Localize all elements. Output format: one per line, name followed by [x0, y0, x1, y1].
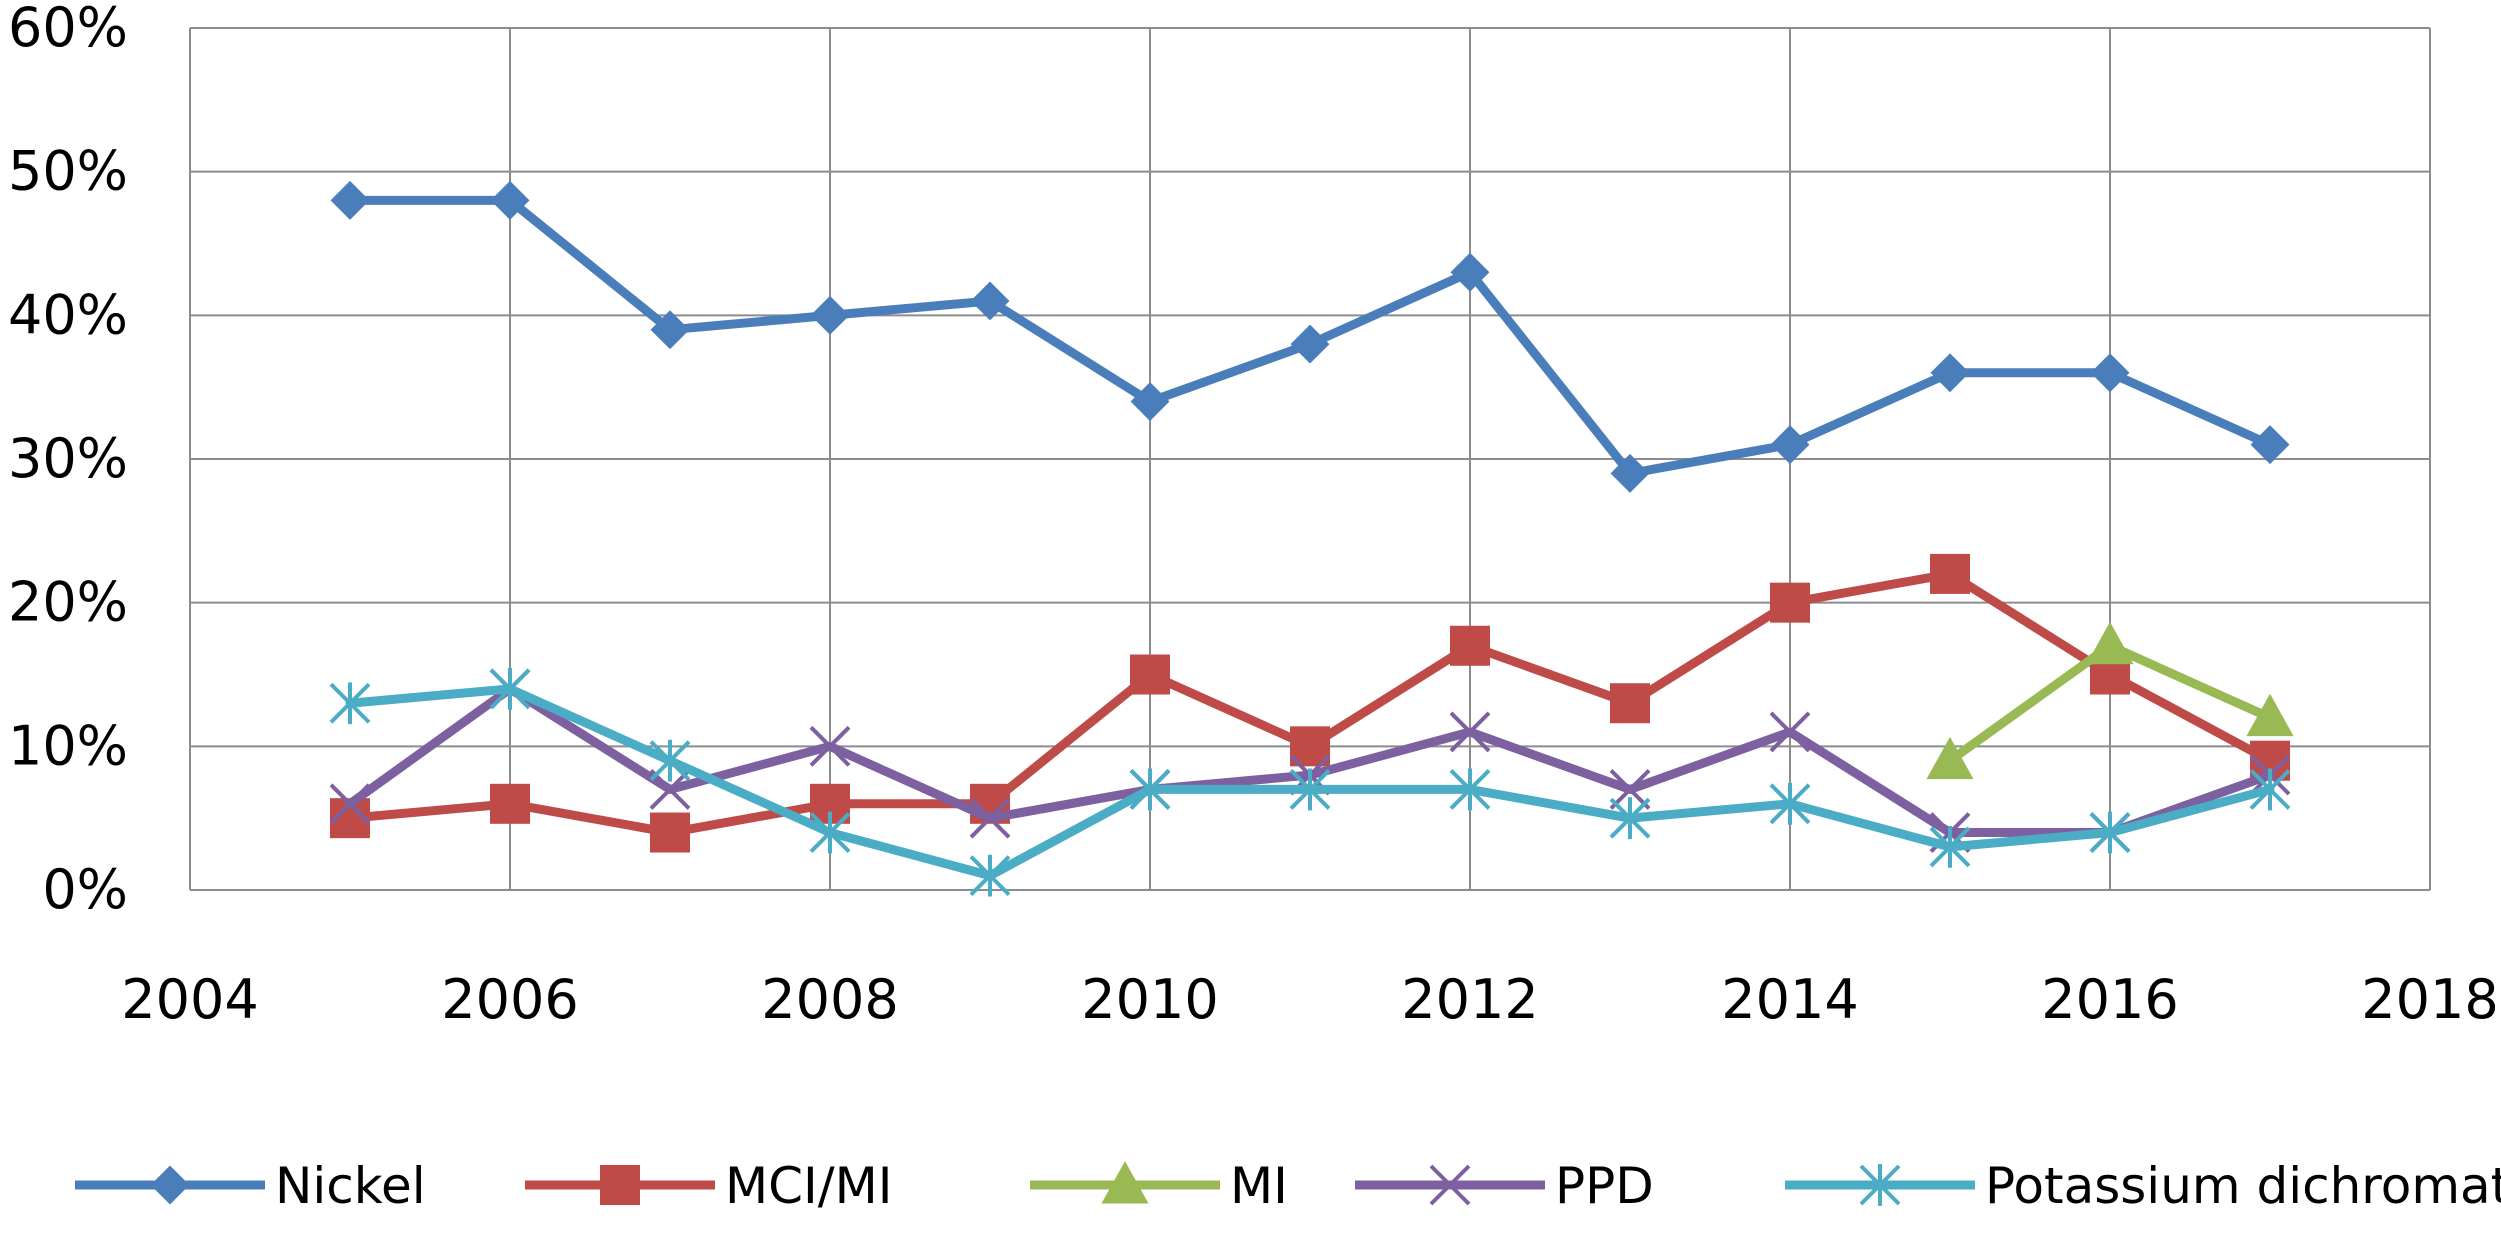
data-point-potassium-dichromate — [329, 682, 371, 725]
data-point-ppd — [969, 797, 1011, 839]
data-point-potassium-dichromate — [1289, 768, 1331, 811]
series-potassium-dichromate — [329, 667, 2291, 897]
y-axis: 0% 10% 20% 30% 40% 50% 60% — [8, 0, 128, 921]
data-point-nickel — [330, 180, 370, 220]
y-tick-label: 40% — [8, 283, 128, 346]
legend-item-potassium-dichromate: Potassium dichromate — [1785, 1157, 2501, 1215]
x-tick-label: 2004 — [121, 968, 258, 1031]
legend-label: MI — [1230, 1157, 1288, 1215]
y-tick-label: 60% — [8, 0, 128, 59]
series-nickel — [330, 180, 2290, 493]
y-tick-label: 10% — [8, 714, 128, 777]
data-point-mi — [1926, 736, 1974, 780]
data-point-nickel — [970, 281, 1010, 321]
legend-label: PPD — [1555, 1157, 1654, 1215]
x-tick-label: 2012 — [1401, 968, 1538, 1031]
data-point-potassium-dichromate — [1929, 826, 1971, 868]
data-point-nickel — [1930, 353, 1970, 393]
data-point-potassium-dichromate — [649, 739, 691, 782]
data-point-nickel — [2090, 353, 2130, 393]
x-axis: 2004 2006 2008 2010 2012 2014 2016 2018 — [121, 968, 2498, 1031]
data-point-ppd — [329, 783, 371, 825]
legend-marker — [600, 1165, 640, 1205]
legend-item-nickel: Nickel — [75, 1157, 426, 1215]
data-point-mci-mi — [1930, 553, 1970, 594]
data-point-nickel — [2250, 425, 2290, 465]
x-tick-label: 2018 — [2361, 968, 2498, 1031]
data-point-mi — [2086, 621, 2134, 665]
data-point-ppd — [1769, 711, 1811, 753]
data-point-nickel — [1290, 324, 1330, 364]
legend-marker — [1859, 1164, 1901, 1206]
data-point-potassium-dichromate — [1449, 768, 1491, 811]
legend-marker — [1101, 1161, 1149, 1204]
data-point-nickel — [650, 310, 690, 350]
data-point-ppd — [649, 769, 691, 810]
y-tick-label: 30% — [8, 427, 128, 490]
data-point-mci-mi — [490, 783, 530, 824]
data-point-mci-mi — [1610, 683, 1650, 724]
data-point-mi — [2246, 693, 2294, 737]
data-point-mci-mi — [650, 812, 690, 853]
series-mi — [1926, 621, 2294, 780]
data-point-nickel — [1610, 453, 1650, 493]
data-point-nickel — [1130, 382, 1170, 421]
legend: Nickel MCI/MI MI PPD Potassium dichromate — [75, 1157, 2501, 1215]
legend-item-mi: MI — [1030, 1157, 1288, 1215]
data-point-mci-mi — [1290, 726, 1330, 767]
data-point-nickel — [810, 295, 850, 335]
series-layer — [329, 180, 2294, 897]
y-tick-label: 0% — [42, 858, 128, 921]
legend-marker — [150, 1165, 190, 1205]
legend-label: MCI/MI — [725, 1157, 893, 1215]
x-tick-label: 2008 — [761, 968, 898, 1031]
legend-item-mci-mi: MCI/MI — [525, 1157, 893, 1215]
x-tick-label: 2010 — [1081, 968, 1218, 1031]
legend-marker — [1429, 1164, 1471, 1206]
y-tick-label: 50% — [8, 140, 128, 203]
data-point-ppd — [809, 725, 851, 767]
legend-label: Potassium dichromate — [1985, 1157, 2501, 1215]
data-point-potassium-dichromate — [809, 811, 851, 854]
x-tick-label: 2014 — [1721, 968, 1858, 1031]
data-point-potassium-dichromate — [1769, 782, 1811, 825]
data-point-mci-mi — [1770, 582, 1810, 623]
y-tick-label: 20% — [8, 571, 128, 634]
data-point-nickel — [490, 180, 530, 220]
data-point-ppd — [1449, 711, 1491, 753]
data-point-potassium-dichromate — [489, 667, 531, 710]
data-point-potassium-dichromate — [1609, 797, 1651, 840]
data-point-mci-mi — [1450, 625, 1490, 666]
data-point-potassium-dichromate — [1129, 768, 1171, 811]
data-point-potassium-dichromate — [2249, 768, 2291, 811]
data-point-potassium-dichromate — [2089, 811, 2131, 854]
legend-label: Nickel — [275, 1157, 426, 1215]
data-point-nickel — [1450, 252, 1490, 292]
legend-item-ppd: PPD — [1355, 1157, 1654, 1215]
data-point-nickel — [1770, 425, 1810, 465]
data-point-mci-mi — [1130, 654, 1170, 695]
data-point-ppd — [1609, 769, 1651, 810]
x-tick-label: 2006 — [441, 968, 578, 1031]
data-point-potassium-dichromate — [969, 854, 1011, 897]
x-tick-label: 2016 — [2041, 968, 2178, 1031]
